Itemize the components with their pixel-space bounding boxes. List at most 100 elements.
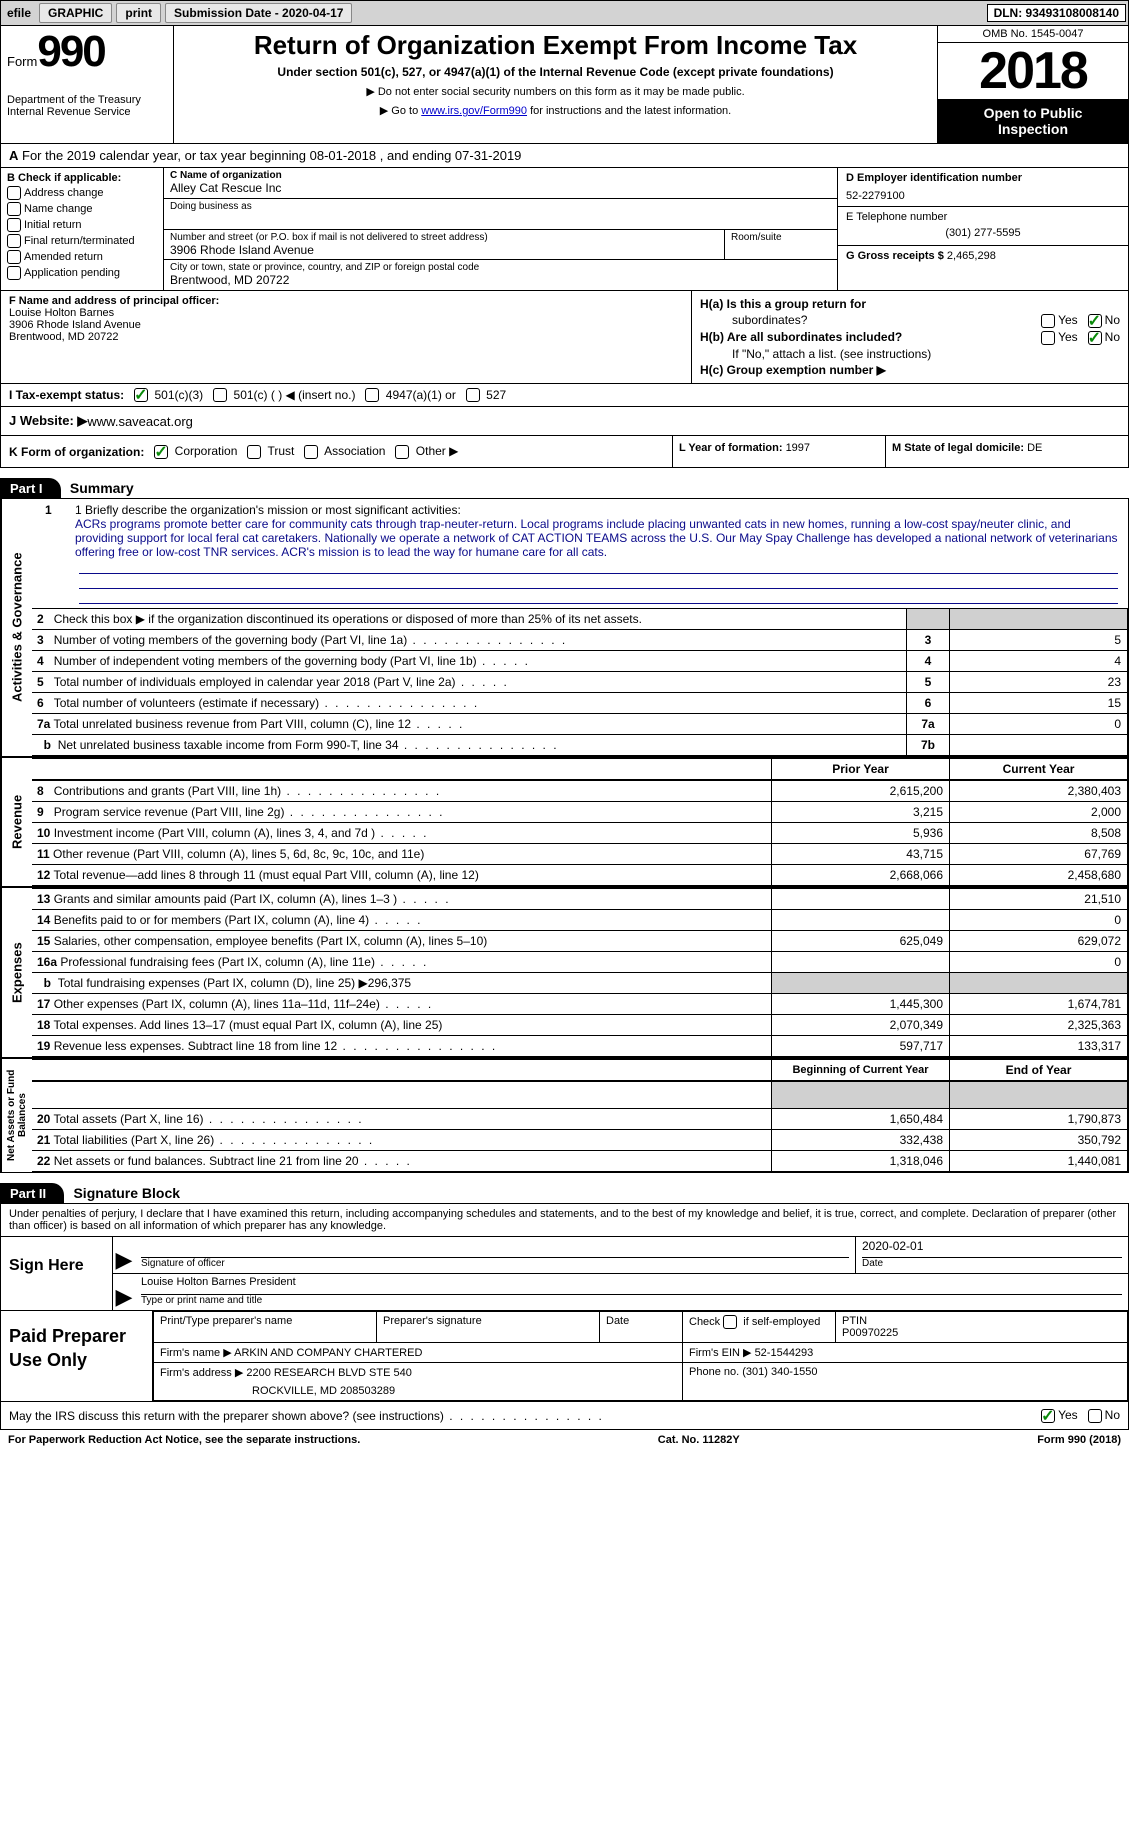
part-1: Part I Summary xyxy=(0,468,1129,499)
opt-501c: 501(c) ( ) ◀ (insert no.) xyxy=(234,388,356,402)
l-value: 1997 xyxy=(786,442,810,454)
box-5: 5 xyxy=(907,672,950,693)
val-9-prior: 3,215 xyxy=(772,802,950,823)
prep-sig-label: Preparer's signature xyxy=(377,1312,600,1343)
chk-initial-return[interactable] xyxy=(7,218,21,232)
dln-label: DLN: 93493108008140 xyxy=(987,4,1126,22)
footer-mid: Cat. No. 11282Y xyxy=(658,1434,740,1446)
side-tab-governance: Activities & Governance xyxy=(1,499,32,756)
header-left: Form990 Department of the Treasury Inter… xyxy=(1,26,174,143)
sig-arrow-icon-1: ▶ xyxy=(113,1237,135,1273)
line-11-text: Other revenue (Part VIII, column (A), li… xyxy=(53,847,424,861)
line-21-text: Total liabilities (Part X, line 26) xyxy=(53,1133,374,1147)
lbl-address-change: Address change xyxy=(24,187,104,199)
page-footer: For Paperwork Reduction Act Notice, see … xyxy=(0,1430,1129,1450)
room-label: Room/suite xyxy=(731,232,831,243)
firm-addr1: 2200 RESEARCH BLVD STE 540 xyxy=(246,1367,411,1379)
val-4: 4 xyxy=(950,651,1128,672)
cb-corporation[interactable] xyxy=(154,445,168,459)
open-to-public: Open to Public Inspection xyxy=(938,99,1128,143)
val-15-curr: 629,072 xyxy=(950,931,1128,952)
form-note-2: ▶ Go to www.irs.gov/Form990 for instruct… xyxy=(182,104,929,117)
ha-no-cb[interactable] xyxy=(1088,314,1102,328)
opt-other: Other ▶ xyxy=(416,444,459,458)
footer-left: For Paperwork Reduction Act Notice, see … xyxy=(8,1434,360,1446)
city-value: Brentwood, MD 20722 xyxy=(170,273,831,287)
revenue-table: Prior YearCurrent Year 8 Contributions a… xyxy=(31,758,1128,886)
hb-yes: Yes xyxy=(1058,330,1078,344)
line-16b-text: Total fundraising expenses (Part IX, col… xyxy=(58,976,411,990)
ein-label: D Employer identification number xyxy=(846,172,1120,184)
hb-yes-cb[interactable] xyxy=(1041,331,1055,345)
cb-discuss-no[interactable] xyxy=(1088,1409,1102,1423)
line-12-text: Total revenue—add lines 8 through 11 (mu… xyxy=(53,868,478,882)
mission-rule-3 xyxy=(79,589,1118,604)
cb-501c[interactable] xyxy=(213,388,227,402)
cb-association[interactable] xyxy=(304,445,318,459)
cb-4947[interactable] xyxy=(365,388,379,402)
val-14-curr: 0 xyxy=(950,910,1128,931)
cb-other[interactable] xyxy=(395,445,409,459)
print-button[interactable]: print xyxy=(116,3,161,23)
side-tab-expenses: Expenses xyxy=(1,888,32,1057)
ha-yes-cb[interactable] xyxy=(1041,314,1055,328)
line-9-text: Program service revenue (Part VIII, line… xyxy=(54,805,445,819)
graphic-button[interactable]: GRAPHIC xyxy=(39,3,112,23)
val-21-curr: 350,792 xyxy=(950,1130,1128,1151)
row-a-tax-year: A For the 2019 calendar year, or tax yea… xyxy=(0,144,1129,168)
cb-501c3[interactable] xyxy=(134,388,148,402)
lbl-name-change: Name change xyxy=(24,203,93,215)
footer-right: Form 990 (2018) xyxy=(1037,1434,1121,1446)
cb-trust[interactable] xyxy=(247,445,261,459)
val-20-curr: 1,790,873 xyxy=(950,1109,1128,1130)
box-6: 6 xyxy=(907,693,950,714)
header-right: OMB No. 1545-0047 2018 Open to Public In… xyxy=(937,26,1128,143)
cb-self-employed[interactable] xyxy=(723,1315,737,1329)
form990-link[interactable]: www.irs.gov/Form990 xyxy=(421,105,527,117)
box-4: 4 xyxy=(907,651,950,672)
val-12-prior: 2,668,066 xyxy=(772,865,950,886)
typed-name-label: Type or print name and title xyxy=(141,1295,1122,1306)
val-13-prior xyxy=(772,889,950,910)
mission-text: ACRs programs promote better care for co… xyxy=(75,517,1118,559)
cb-discuss-yes[interactable] xyxy=(1041,1409,1055,1423)
mission-rule-2 xyxy=(79,574,1118,589)
submission-date-label: Submission Date - 2020-04-17 xyxy=(165,3,352,23)
line-13-text: Grants and similar amounts paid (Part IX… xyxy=(54,892,451,906)
hb-no-cb[interactable] xyxy=(1088,331,1102,345)
val-15-prior: 625,049 xyxy=(772,931,950,952)
line-6-text: Total number of volunteers (estimate if … xyxy=(54,696,479,710)
ha-yes: Yes xyxy=(1058,313,1078,327)
lbl-amended-return: Amended return xyxy=(24,251,103,263)
chk-amended-return[interactable] xyxy=(7,250,21,264)
cb-527[interactable] xyxy=(466,388,480,402)
chk-app-pending[interactable] xyxy=(7,266,21,280)
val-18-prior: 2,070,349 xyxy=(772,1015,950,1036)
line-14-text: Benefits paid to or for members (Part IX… xyxy=(54,913,423,927)
firm-name: ARKIN AND COMPANY CHARTERED xyxy=(234,1347,422,1359)
row-i-tax-exempt: I Tax-exempt status: 501(c)(3) 501(c) ( … xyxy=(0,383,1129,407)
paid-preparer-label: Paid Preparer Use Only xyxy=(1,1311,153,1401)
org-name-label: C Name of organization xyxy=(170,170,831,181)
public-line-2: Inspection xyxy=(940,121,1126,137)
note2-post: for instructions and the latest informat… xyxy=(527,105,731,117)
tax-year: 2018 xyxy=(938,43,1128,99)
gross-value: 2,465,298 xyxy=(947,250,996,262)
val-5: 23 xyxy=(950,672,1128,693)
efile-top-bar: efile GRAPHIC print Submission Date - 20… xyxy=(0,0,1129,26)
chk-name-change[interactable] xyxy=(7,202,21,216)
chk-address-change[interactable] xyxy=(7,186,21,200)
lbl-initial-return: Initial return xyxy=(24,219,81,231)
sign-here-label: Sign Here xyxy=(1,1237,113,1310)
val-17-curr: 1,674,781 xyxy=(950,994,1128,1015)
city-label: City or town, state or province, country… xyxy=(170,262,831,273)
firm-addr2: ROCKVILLE, MD 208503289 xyxy=(252,1385,395,1397)
val-10-curr: 8,508 xyxy=(950,823,1128,844)
form-title: Return of Organization Exempt From Incom… xyxy=(182,30,929,61)
street-value: 3906 Rhode Island Avenue xyxy=(170,243,718,257)
chk-final-return[interactable] xyxy=(7,234,21,248)
val-16a-curr: 0 xyxy=(950,952,1128,973)
val-6: 15 xyxy=(950,693,1128,714)
val-13-curr: 21,510 xyxy=(950,889,1128,910)
ptin-value: P00970225 xyxy=(842,1327,1121,1339)
